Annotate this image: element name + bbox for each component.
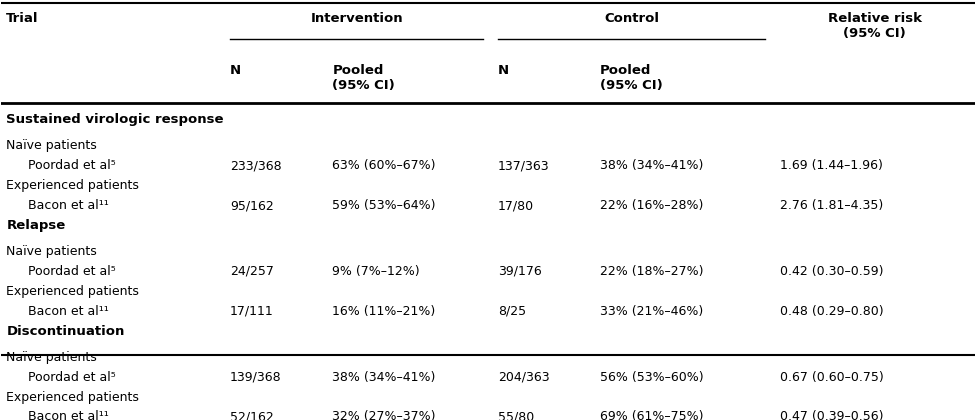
Text: 55/80: 55/80 xyxy=(498,410,534,420)
Text: 0.47 (0.39–0.56): 0.47 (0.39–0.56) xyxy=(780,410,883,420)
Text: 24/257: 24/257 xyxy=(230,265,274,278)
Text: 39/176: 39/176 xyxy=(498,265,542,278)
Text: Experienced patients: Experienced patients xyxy=(6,391,140,404)
Text: Relative risk
(95% CI): Relative risk (95% CI) xyxy=(828,12,922,40)
Text: 0.48 (0.29–0.80): 0.48 (0.29–0.80) xyxy=(780,305,883,318)
Text: Poordad et al⁵: Poordad et al⁵ xyxy=(27,265,115,278)
Text: Experienced patients: Experienced patients xyxy=(6,179,140,192)
Text: Pooled
(95% CI): Pooled (95% CI) xyxy=(600,64,663,92)
Text: 33% (21%–46%): 33% (21%–46%) xyxy=(600,305,703,318)
Text: Poordad et al⁵: Poordad et al⁵ xyxy=(27,370,115,383)
Text: 32% (27%–37%): 32% (27%–37%) xyxy=(332,410,436,420)
Text: N: N xyxy=(230,64,241,76)
Text: Naïve patients: Naïve patients xyxy=(6,245,97,258)
Text: 69% (61%–75%): 69% (61%–75%) xyxy=(600,410,704,420)
Text: Pooled
(95% CI): Pooled (95% CI) xyxy=(332,64,395,92)
Text: 52/162: 52/162 xyxy=(230,410,274,420)
Text: Naïve patients: Naïve patients xyxy=(6,351,97,364)
Text: Relapse: Relapse xyxy=(6,219,65,232)
Text: 2.76 (1.81–4.35): 2.76 (1.81–4.35) xyxy=(780,199,883,212)
Text: 0.67 (0.60–0.75): 0.67 (0.60–0.75) xyxy=(780,370,883,383)
Text: Bacon et al¹¹: Bacon et al¹¹ xyxy=(27,199,108,212)
Text: 38% (34%–41%): 38% (34%–41%) xyxy=(600,159,704,172)
Text: 95/162: 95/162 xyxy=(230,199,274,212)
Text: Bacon et al¹¹: Bacon et al¹¹ xyxy=(27,410,108,420)
Text: 22% (16%–28%): 22% (16%–28%) xyxy=(600,199,704,212)
Text: 17/80: 17/80 xyxy=(498,199,534,212)
Text: 204/363: 204/363 xyxy=(498,370,549,383)
Text: 56% (53%–60%): 56% (53%–60%) xyxy=(600,370,704,383)
Text: Sustained virologic response: Sustained virologic response xyxy=(6,113,224,126)
Text: 8/25: 8/25 xyxy=(498,305,526,318)
Text: 63% (60%–67%): 63% (60%–67%) xyxy=(332,159,436,172)
Text: 1.69 (1.44–1.96): 1.69 (1.44–1.96) xyxy=(780,159,883,172)
Text: N: N xyxy=(498,64,508,76)
Text: 233/368: 233/368 xyxy=(230,159,282,172)
Text: Trial: Trial xyxy=(6,12,39,25)
Text: Poordad et al⁵: Poordad et al⁵ xyxy=(27,159,115,172)
Text: 59% (53%–64%): 59% (53%–64%) xyxy=(332,199,436,212)
Text: 38% (34%–41%): 38% (34%–41%) xyxy=(332,370,435,383)
Text: 139/368: 139/368 xyxy=(230,370,282,383)
Text: 0.42 (0.30–0.59): 0.42 (0.30–0.59) xyxy=(780,265,883,278)
Text: Naïve patients: Naïve patients xyxy=(6,139,97,152)
Text: Discontinuation: Discontinuation xyxy=(6,325,125,338)
Text: 17/111: 17/111 xyxy=(230,305,274,318)
Text: 137/363: 137/363 xyxy=(498,159,549,172)
Text: Bacon et al¹¹: Bacon et al¹¹ xyxy=(27,305,108,318)
Text: 22% (18%–27%): 22% (18%–27%) xyxy=(600,265,704,278)
Text: 9% (7%–12%): 9% (7%–12%) xyxy=(332,265,420,278)
Text: Control: Control xyxy=(604,12,659,25)
Text: Experienced patients: Experienced patients xyxy=(6,285,140,298)
Text: Intervention: Intervention xyxy=(310,12,403,25)
Text: 16% (11%–21%): 16% (11%–21%) xyxy=(332,305,435,318)
